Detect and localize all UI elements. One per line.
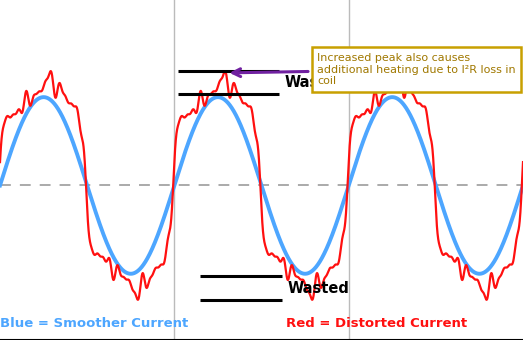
- Text: Wasted: Wasted: [284, 75, 346, 90]
- Text: Increased peak also causes
additional heating due to I²R loss in
coil: Increased peak also causes additional he…: [233, 53, 516, 86]
- Text: Red = Distorted Current: Red = Distorted Current: [286, 317, 467, 330]
- Text: Wasted: Wasted: [288, 280, 349, 295]
- Text: Blue = Smoother Current: Blue = Smoother Current: [0, 317, 188, 330]
